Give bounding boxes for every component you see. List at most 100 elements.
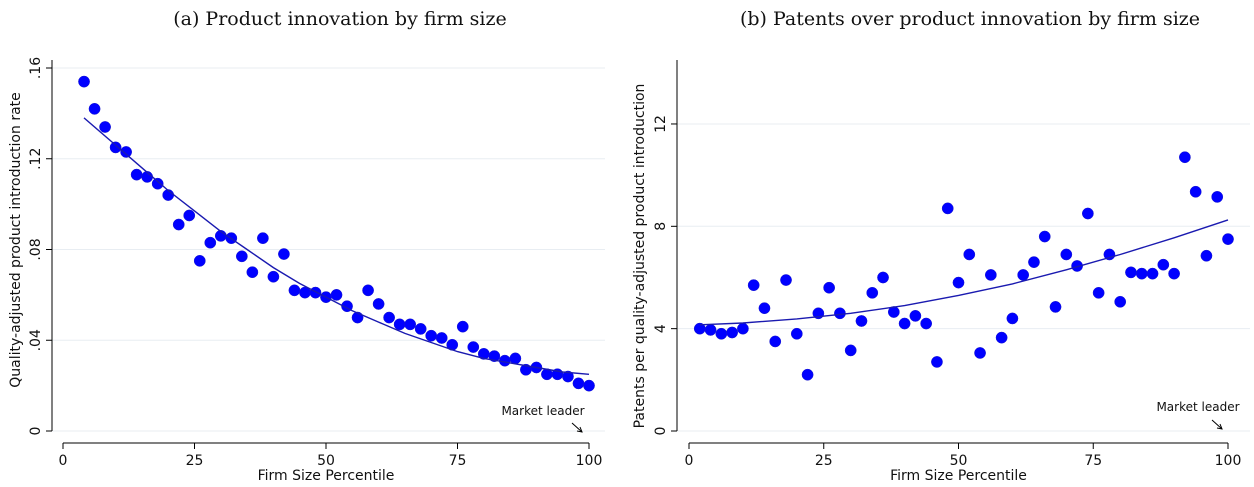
data-point bbox=[572, 377, 585, 390]
data-point bbox=[1017, 269, 1030, 281]
data-point bbox=[898, 317, 911, 330]
y-axis-label: Patents per quality-adjusted product int… bbox=[632, 84, 648, 429]
data-point bbox=[941, 202, 954, 215]
data-point bbox=[120, 146, 132, 158]
data-point bbox=[909, 310, 922, 322]
data-point bbox=[435, 332, 448, 344]
data-point bbox=[278, 248, 290, 260]
data-point bbox=[130, 168, 143, 181]
x-tick-label: 0 bbox=[685, 453, 694, 469]
data-point bbox=[267, 270, 280, 283]
chart-b: 0 4 8 12 0 25 50 75 100 Firm Size Percentile Paten… bbox=[632, 60, 1250, 484]
data-point bbox=[790, 327, 803, 340]
x-axis-label: Firm Size Percentile bbox=[890, 468, 1027, 484]
data-point bbox=[414, 323, 427, 335]
data-point bbox=[1146, 267, 1159, 280]
chart-title-b: (b) Patents over product innovation by f… bbox=[739, 8, 1201, 30]
data-point bbox=[1189, 185, 1202, 198]
data-point bbox=[383, 311, 395, 324]
data-point bbox=[1168, 267, 1180, 280]
data-point bbox=[737, 322, 749, 335]
data-point bbox=[1125, 266, 1137, 279]
y-tick-label: 0 bbox=[28, 427, 44, 436]
data-point bbox=[1028, 256, 1040, 268]
data-point bbox=[393, 318, 406, 331]
data-point bbox=[1200, 249, 1213, 262]
data-point bbox=[183, 209, 196, 222]
y-tick-label: .16 bbox=[28, 57, 44, 79]
y-tick-label: 4 bbox=[653, 324, 669, 333]
data-point bbox=[246, 266, 259, 279]
data-point bbox=[974, 347, 986, 359]
data-point bbox=[715, 327, 728, 340]
annotation-arrowhead bbox=[576, 426, 583, 433]
data-point bbox=[931, 356, 943, 368]
data-point bbox=[78, 75, 90, 88]
data-point bbox=[801, 368, 814, 381]
data-point bbox=[920, 317, 933, 330]
data-point bbox=[1179, 151, 1191, 164]
x-tick-label: 0 bbox=[59, 453, 68, 469]
chart-title-a: (a) Product innovation by firm size bbox=[173, 8, 507, 30]
market-leader-annotation: Market leader bbox=[1156, 400, 1239, 414]
data-point bbox=[1211, 191, 1224, 203]
data-point bbox=[1135, 267, 1148, 280]
data-point bbox=[172, 218, 185, 231]
y-axis-label: Quality-adjusted product introduction ra… bbox=[8, 92, 24, 388]
y-tick-label: .08 bbox=[28, 238, 44, 260]
data-point bbox=[769, 335, 782, 348]
data-point bbox=[1082, 207, 1094, 220]
data-point bbox=[456, 320, 469, 333]
data-point bbox=[1006, 312, 1019, 325]
data-point bbox=[583, 379, 595, 392]
data-point bbox=[952, 276, 965, 289]
data-point bbox=[467, 341, 480, 353]
data-point bbox=[1157, 258, 1170, 271]
data-point bbox=[823, 281, 835, 294]
data-point bbox=[509, 352, 522, 365]
x-tick-label: 25 bbox=[815, 453, 833, 469]
data-point bbox=[330, 289, 343, 301]
data-point bbox=[309, 286, 322, 299]
y-tick-label: .12 bbox=[28, 148, 44, 170]
data-point bbox=[1092, 286, 1105, 299]
y-tick-label: .04 bbox=[28, 329, 44, 351]
data-point bbox=[1049, 301, 1062, 313]
data-point bbox=[887, 306, 900, 318]
data-point bbox=[204, 236, 217, 249]
data-point bbox=[1222, 233, 1234, 245]
data-point bbox=[193, 254, 206, 267]
data-point bbox=[562, 370, 574, 383]
data-point bbox=[995, 331, 1008, 344]
y-tick-label: 0 bbox=[653, 427, 669, 436]
data-point bbox=[425, 329, 438, 342]
x-tick-label: 75 bbox=[1084, 453, 1102, 469]
data-point bbox=[288, 284, 301, 297]
annotation-arrow bbox=[1211, 419, 1223, 430]
data-point bbox=[404, 318, 417, 331]
chart-a: 0 .04 .08 .12 .16 0 25 50 75 100 Firm Size Percent… bbox=[8, 57, 605, 484]
y-tick-label: 8 bbox=[653, 222, 669, 231]
x-tick-label: 75 bbox=[449, 453, 467, 469]
market-leader-annotation: Market leader bbox=[501, 404, 584, 418]
fit-curve bbox=[83, 117, 590, 375]
annotation-arrow bbox=[571, 422, 583, 433]
data-point bbox=[834, 307, 846, 320]
data-point bbox=[963, 248, 976, 261]
data-point bbox=[844, 344, 857, 357]
data-point bbox=[855, 315, 868, 327]
data-point bbox=[151, 177, 164, 190]
data-point bbox=[488, 350, 501, 362]
data-point bbox=[780, 274, 792, 286]
data-point bbox=[88, 102, 101, 115]
data-point bbox=[1114, 295, 1127, 308]
x-tick-label: 100 bbox=[576, 453, 603, 469]
data-point bbox=[235, 250, 248, 263]
data-point bbox=[726, 326, 738, 339]
x-tick-label: 50 bbox=[950, 453, 968, 469]
fit-curve bbox=[699, 219, 1229, 326]
data-point bbox=[372, 298, 385, 310]
x-tick-label: 25 bbox=[186, 453, 204, 469]
data-point bbox=[99, 121, 111, 133]
x-tick-label: 50 bbox=[317, 453, 335, 469]
